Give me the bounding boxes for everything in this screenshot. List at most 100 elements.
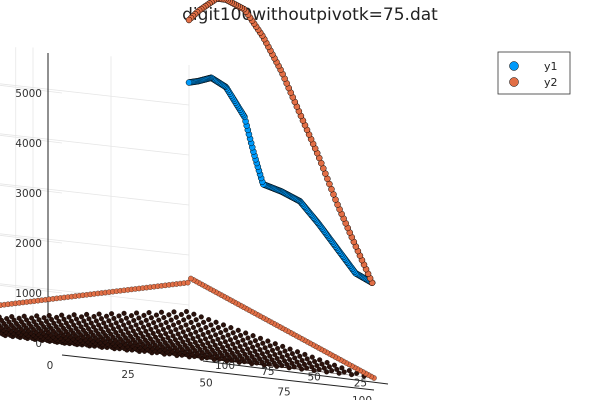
floor-marker	[182, 342, 188, 348]
floor-marker	[152, 334, 159, 340]
floor-marker	[98, 316, 104, 322]
floor-marker	[301, 361, 307, 368]
series-y1-point	[185, 79, 193, 86]
floor-marker	[185, 327, 191, 333]
floor-marker	[245, 335, 251, 341]
floor-marker	[227, 337, 233, 343]
floor-marker	[66, 314, 72, 320]
floor-marker	[190, 324, 196, 330]
floor-marker	[229, 350, 235, 356]
floor-marker	[207, 334, 214, 340]
floor-marker	[317, 357, 323, 363]
floor-marker	[170, 333, 176, 339]
floor-marker	[177, 335, 184, 341]
floor-marker	[163, 331, 169, 337]
legend-box	[497, 51, 571, 95]
floor-marker	[207, 344, 213, 350]
floor-marker	[86, 316, 92, 322]
floor-marker	[304, 365, 310, 371]
z-tick-label: 2000	[15, 238, 42, 250]
y-tick-label: 75	[261, 366, 274, 378]
floor-marker	[269, 357, 275, 363]
legend-label-y2: y2	[544, 76, 558, 89]
floor-marker	[85, 326, 92, 332]
floor-marker	[76, 320, 82, 326]
floor-marker	[54, 314, 60, 320]
floor-marker	[118, 318, 124, 324]
floor-edge-marker	[185, 279, 191, 286]
floor-marker	[238, 332, 244, 338]
floor-marker	[232, 345, 238, 351]
floor-marker	[240, 337, 246, 343]
floor-marker	[289, 360, 295, 366]
floor-marker	[215, 325, 221, 331]
grid-line-z	[0, 233, 190, 256]
floor-marker	[46, 322, 52, 328]
floor-marker	[120, 331, 126, 338]
floor-marker	[116, 313, 122, 319]
floor-marker	[109, 311, 115, 317]
floor-marker	[309, 354, 315, 360]
floor-marker	[78, 324, 84, 330]
floor-marker	[31, 319, 37, 325]
floor-marker	[68, 318, 74, 324]
floor-marker	[145, 332, 151, 338]
floor-marker	[281, 358, 288, 364]
floor-marker	[250, 333, 256, 339]
floor-marker	[168, 329, 174, 335]
floor-marker	[93, 327, 99, 334]
floor-marker	[212, 342, 218, 348]
floor-marker	[136, 315, 142, 321]
floor-marker	[81, 318, 87, 324]
floor-marker	[167, 338, 173, 344]
floor-marker	[218, 330, 224, 336]
x-tick-label: 25	[121, 369, 134, 381]
floor-marker	[297, 353, 303, 359]
floor-marker	[38, 320, 44, 326]
floor-marker	[247, 350, 253, 356]
floor-marker	[21, 313, 27, 319]
floor-marker	[230, 330, 236, 336]
floor-marker	[334, 366, 340, 372]
floor-marker	[84, 311, 90, 318]
floor-marker	[153, 324, 159, 330]
floor-marker	[312, 358, 318, 365]
floor-marker	[156, 317, 162, 323]
floor-marker	[202, 336, 209, 342]
floor-marker	[175, 331, 181, 337]
floor-marker	[96, 322, 102, 328]
floor-marker	[133, 322, 139, 328]
floor-marker	[213, 319, 219, 325]
floor-marker	[222, 348, 228, 354]
floor-marker	[237, 352, 243, 359]
floor-marker	[73, 325, 79, 332]
tick-labels: 0 1000 2000 3000 4000 5000 0 25 50 75 100 25 50 75 100	[15, 88, 372, 400]
floor-marker	[284, 352, 290, 359]
floor-marker	[272, 352, 278, 358]
floor-marker	[316, 366, 322, 372]
floor-marker	[155, 338, 161, 344]
floor-marker	[257, 347, 263, 353]
floor-marker	[206, 317, 212, 323]
floor-marker	[183, 322, 189, 328]
floor-marker	[201, 319, 207, 325]
floor-marker	[178, 324, 184, 330]
floor-marker	[289, 351, 295, 357]
floor-marker	[71, 322, 77, 328]
floor-marker	[175, 340, 181, 346]
floor-marker	[158, 309, 165, 315]
y-tick-label: 100	[215, 360, 235, 372]
floor-marker	[197, 338, 203, 344]
floor-marker	[223, 327, 229, 333]
floor-marker	[106, 318, 112, 324]
floor-marker	[329, 368, 335, 374]
floor-marker	[247, 340, 253, 346]
floor-marker	[180, 329, 186, 335]
floor-marker	[41, 315, 47, 321]
floor-marker	[314, 363, 320, 369]
floor-marker	[143, 317, 149, 323]
floor-marker	[254, 352, 260, 358]
floor-marker	[141, 312, 147, 318]
floor-marker	[213, 332, 219, 338]
floor-marker	[123, 315, 129, 321]
